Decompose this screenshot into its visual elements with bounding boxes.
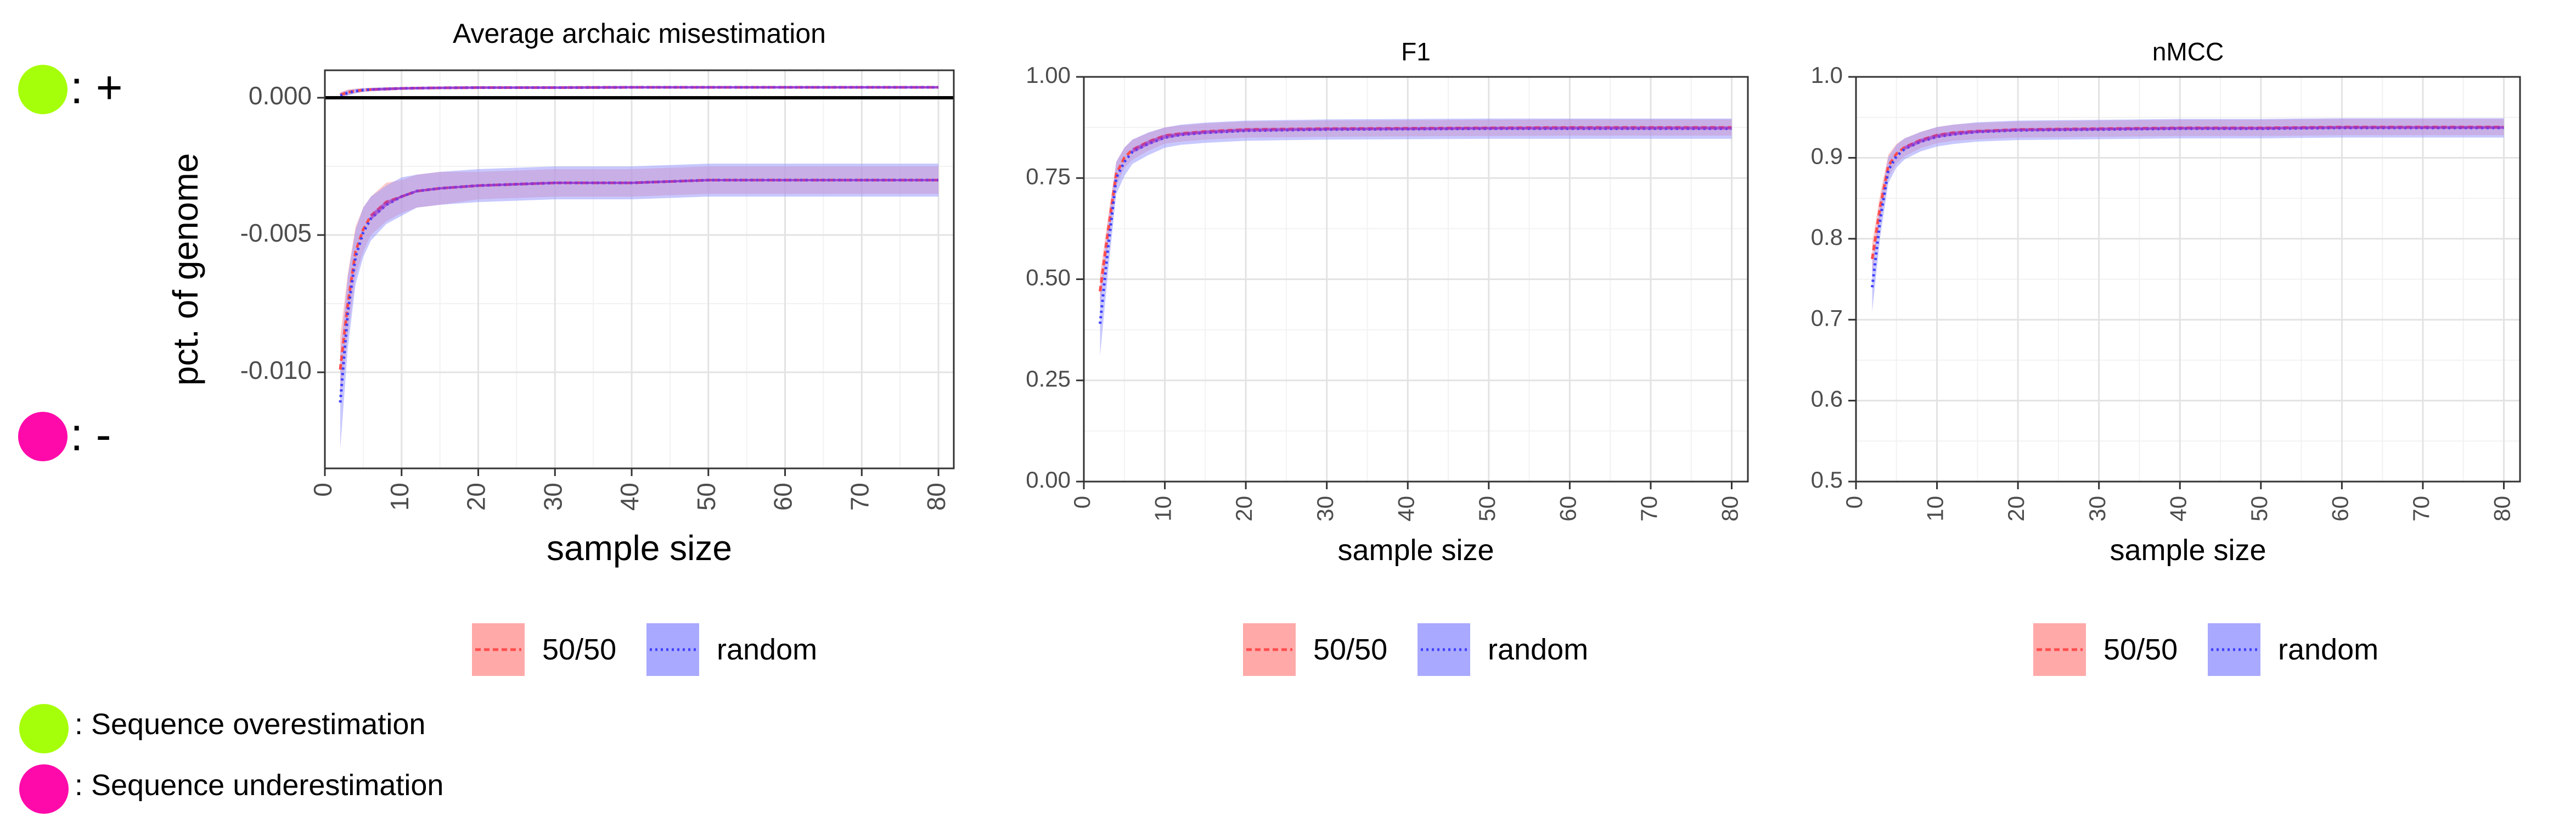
- y-tick-label: 1.0: [1811, 62, 1843, 88]
- x-tick-label: 20: [1231, 496, 1257, 522]
- panel-border: [324, 69, 955, 469]
- y-tick-label: 0.75: [1026, 163, 1071, 189]
- minus-label: : -: [70, 409, 111, 460]
- series-overlap-line: [1904, 126, 2504, 150]
- data-layer: [339, 86, 938, 449]
- chart-panel: 0 10 20 30 40 50 60 70 80 0.000 -0.005 -0.010 Averag…: [166, 18, 955, 676]
- chart-title: F1: [1401, 37, 1431, 66]
- legend: 50/50 random: [1243, 623, 1588, 676]
- data-layer: [1099, 118, 1732, 356]
- x-tick-label: 10: [385, 483, 414, 511]
- legend-label: random: [2278, 633, 2378, 666]
- underestimation-marker: [18, 412, 68, 461]
- chart-title: Average archaic misestimation: [453, 18, 826, 49]
- plot-area: [325, 70, 954, 468]
- ci-band-random: [1100, 118, 1732, 356]
- x-tick-label: 70: [2408, 496, 2434, 522]
- y-tick-label: 0.6: [1811, 386, 1843, 412]
- series-overlap-line: [370, 86, 938, 91]
- y-tick-label: -0.010: [240, 356, 312, 384]
- x-axis-label: sample size: [547, 528, 732, 568]
- footer-key: : Sequence overestimation : Sequence und…: [19, 704, 443, 814]
- y-tick-label: 1.00: [1026, 62, 1071, 88]
- legend-label: random: [717, 633, 817, 666]
- x-tick-label: 0: [1841, 496, 1867, 508]
- legend: 50/50 random: [472, 623, 817, 676]
- y-tick-label: 0.7: [1811, 305, 1843, 331]
- legend-label: 50/50: [1313, 633, 1387, 666]
- y-tick-label: 0.00: [1026, 467, 1071, 493]
- x-tick-label: 80: [1717, 496, 1743, 522]
- underestimation-marker: [19, 764, 69, 814]
- x-tick-label: 60: [1555, 496, 1581, 522]
- charts-group: 0 10 20 30 40 50 60 70 800.000-0.005-0.010Averag…: [166, 18, 2521, 676]
- series-overlap-line: [370, 179, 938, 220]
- x-tick-label: 40: [2165, 496, 2191, 522]
- y-tick-label: 0.000: [249, 81, 312, 110]
- x-tick-label: 40: [1393, 496, 1419, 522]
- x-tick-label: 40: [615, 483, 644, 511]
- x-tick-label: 0: [308, 483, 337, 497]
- y-tick-label: 0.25: [1026, 366, 1071, 392]
- x-tick-label: 70: [1636, 496, 1662, 522]
- x-tick-label: 30: [1312, 496, 1338, 522]
- x-tick-label: 60: [2327, 496, 2353, 522]
- x-tick-label: 30: [2084, 496, 2110, 522]
- underestimation-text: : Sequence underestimation: [75, 769, 443, 802]
- x-tick-label: 10: [1922, 496, 1948, 522]
- chart-title: nMCC: [2152, 37, 2224, 66]
- ci-band-random: [340, 164, 938, 449]
- x-tick-label: 20: [462, 483, 491, 511]
- overestimation-marker: [18, 65, 68, 114]
- x-tick-label: 50: [2246, 496, 2272, 522]
- y-axis-label: pct. of genome: [166, 153, 205, 385]
- panel-border: [1855, 76, 2521, 483]
- x-tick-label: 30: [538, 483, 567, 511]
- legend-label: 50/50: [542, 633, 616, 666]
- x-tick-label: 0: [1069, 496, 1095, 508]
- legend-label: 50/50: [2103, 633, 2178, 666]
- series-overlap-line: [1132, 127, 1732, 153]
- x-tick-label: 20: [2003, 496, 2029, 522]
- y-tick-label: 0.9: [1811, 143, 1843, 169]
- data-layer: [1871, 118, 2504, 312]
- x-axis-label: sample size: [2110, 534, 2266, 567]
- plus-label: : +: [70, 62, 123, 113]
- y-tick-label: 0.5: [1811, 467, 1843, 493]
- legend: 50/50 random: [2033, 623, 2378, 676]
- chart-panel: 0 10 20 30 40 50 60 70 80 0.00 0.25 0.50 0.75 1.00 F1 s…: [1026, 37, 1749, 676]
- x-tick-label: 50: [692, 483, 721, 511]
- x-tick-label: 10: [1150, 496, 1176, 522]
- side-key: : + : -: [18, 62, 123, 461]
- overestimation-text: : Sequence overestimation: [75, 708, 425, 741]
- y-tick-label: 0.50: [1026, 265, 1071, 290]
- chart-panel: 0 10 20 30 40 50 60 70 80 0.5 0.6 0.7 0.8 0.9 1.0 nMCC s…: [1811, 37, 2521, 676]
- x-tick-label: 70: [845, 483, 874, 511]
- x-tick-label: 50: [1474, 496, 1500, 522]
- x-axis-label: sample size: [1337, 534, 1494, 567]
- x-tick-label: 60: [769, 483, 797, 511]
- y-tick-label: 0.8: [1811, 224, 1843, 250]
- legend-label: random: [1488, 633, 1588, 666]
- x-tick-label: 80: [2489, 496, 2515, 522]
- y-tick-label: -0.005: [240, 219, 312, 247]
- overestimation-marker: [19, 704, 69, 753]
- x-tick-label: 80: [922, 483, 950, 511]
